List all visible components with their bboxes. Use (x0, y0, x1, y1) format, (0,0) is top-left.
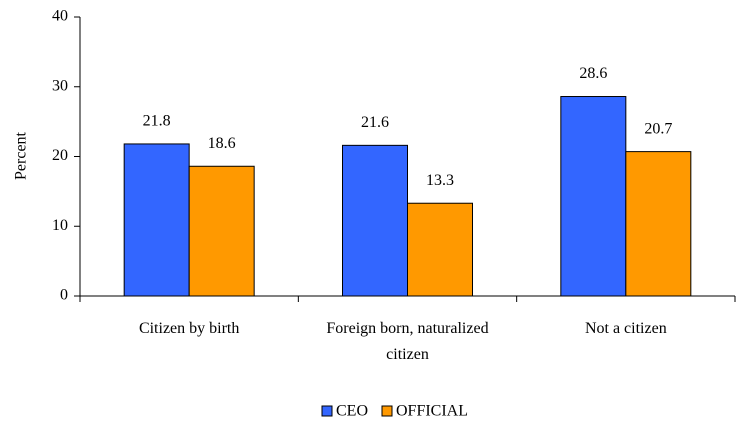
data-label: 28.6 (579, 65, 607, 82)
legend-label: CEO (336, 403, 368, 420)
y-tick-label: 20 (52, 147, 68, 164)
data-label: 21.6 (361, 114, 389, 131)
y-axis-label: Percent (13, 131, 30, 180)
y-tick-label: 30 (52, 77, 68, 94)
bar (342, 144, 408, 297)
y-tick-label: 40 (52, 8, 68, 25)
legend-swatch (321, 405, 333, 417)
bar (625, 151, 692, 297)
legend-swatch (381, 405, 393, 417)
data-label: 13.3 (426, 172, 454, 189)
x-tick-label: Not a citizen (584, 320, 667, 337)
x-tick-label: Citizen by birth (138, 320, 240, 337)
bar (188, 165, 255, 297)
data-label: 18.6 (208, 135, 236, 152)
bar (407, 202, 473, 297)
legend-label: OFFICIAL (396, 403, 468, 420)
bar (123, 143, 190, 297)
x-tick-label: Foreign born, naturalized citizen (326, 320, 489, 363)
data-label: 20.7 (644, 120, 672, 137)
data-label: 21.8 (143, 113, 171, 130)
y-tick-label: 0 (60, 287, 68, 304)
y-tick-label: 10 (52, 217, 68, 234)
bar (560, 96, 627, 297)
